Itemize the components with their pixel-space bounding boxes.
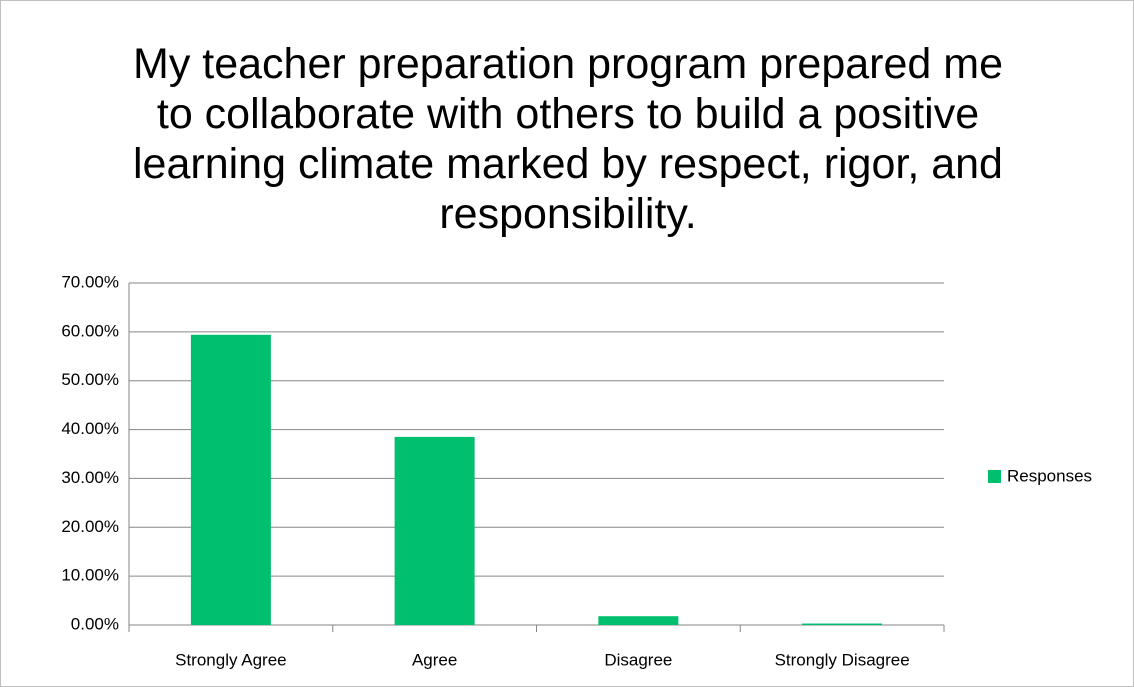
bar [802,623,883,625]
x-tick-label: Strongly Disagree [775,650,910,669]
y-tick-label: 20.00% [61,517,119,536]
y-tick-label: 10.00% [61,566,119,585]
x-tick-label: Agree [412,650,457,669]
x-tick-label: Strongly Agree [175,650,287,669]
chart-title: My teacher preparation program prepared … [133,40,1003,238]
bar [394,436,475,625]
y-tick-label: 70.00% [61,272,119,291]
x-tick-label: Disagree [604,650,672,669]
y-tick-label: 0.00% [71,614,119,633]
legend-swatch [988,470,1001,483]
y-tick-label: 60.00% [61,321,119,340]
bar [598,616,679,625]
y-tick-label: 50.00% [61,370,119,389]
bar [190,334,271,625]
legend-label: Responses [1007,466,1092,485]
y-tick-label: 40.00% [61,419,119,438]
y-tick-label: 30.00% [61,468,119,487]
